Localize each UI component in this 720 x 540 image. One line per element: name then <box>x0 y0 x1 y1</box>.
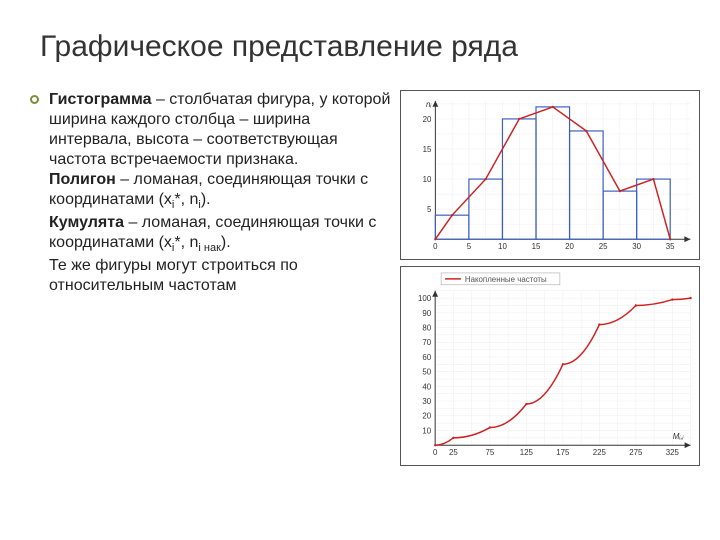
definition-item: Те же фигуры могут строиться по относите… <box>30 256 392 296</box>
svg-text:20: 20 <box>565 242 574 251</box>
cumulative-chart: Накопленные частоты 10 20 30 40 50 60 70 80 90 100… <box>400 266 700 466</box>
svg-text:35: 35 <box>666 242 675 251</box>
svg-text:30: 30 <box>632 242 641 251</box>
svg-text:5: 5 <box>427 205 432 214</box>
svg-text:175: 175 <box>556 448 570 457</box>
svg-text:15: 15 <box>532 242 541 251</box>
definition-text: Гистограмма – столбчатая фигура, у котор… <box>49 90 392 170</box>
svg-text:225: 225 <box>593 448 607 457</box>
svg-text:10: 10 <box>423 175 432 184</box>
svg-text:275: 275 <box>629 448 643 457</box>
svg-text:20: 20 <box>422 412 431 421</box>
svg-text:nᵢ: nᵢ <box>426 100 432 109</box>
definitions-column: Гистограмма – столбчатая фигура, у котор… <box>30 90 400 510</box>
page-title: Графическое представление ряда <box>40 30 700 64</box>
histogram-polygon-chart: 0 5 10 15 20 25 30 35 5 10 15 20 nᵢ <box>400 90 700 260</box>
svg-text:125: 125 <box>520 448 534 457</box>
svg-text:60: 60 <box>422 353 431 362</box>
svg-text:75: 75 <box>485 448 494 457</box>
definition-item: Полигон – ломаная, соединяющая точки с к… <box>30 170 392 213</box>
svg-text:70: 70 <box>422 338 431 347</box>
svg-text:25: 25 <box>449 448 458 457</box>
svg-text:Mᵢ,ᵢ: Mᵢ,ᵢ <box>673 432 685 441</box>
svg-text:0: 0 <box>433 448 438 457</box>
svg-text:10: 10 <box>422 426 431 435</box>
bullet-icon <box>30 95 39 104</box>
svg-text:Накопленные частоты: Накопленные частоты <box>465 275 547 284</box>
svg-text:0: 0 <box>433 242 438 251</box>
definition-text: Те же фигуры могут строиться по относите… <box>49 256 392 296</box>
svg-text:90: 90 <box>422 309 431 318</box>
definition-text: Полигон – ломаная, соединяющая точки с к… <box>49 170 392 213</box>
charts-column: 0 5 10 15 20 25 30 35 5 10 15 20 nᵢ Накопленные част… <box>400 90 700 510</box>
definition-item: Кумулята – ломаная, соединяющая точки с … <box>30 213 392 256</box>
svg-text:40: 40 <box>422 382 431 391</box>
svg-text:25: 25 <box>599 242 608 251</box>
svg-text:15: 15 <box>423 145 432 154</box>
definition-text: Кумулята – ломаная, соединяющая точки с … <box>49 213 392 256</box>
svg-text:20: 20 <box>423 115 432 124</box>
svg-text:50: 50 <box>422 368 431 377</box>
svg-text:325: 325 <box>666 448 680 457</box>
definition-item: Гистограмма – столбчатая фигура, у котор… <box>30 90 392 170</box>
svg-text:10: 10 <box>498 242 507 251</box>
svg-text:30: 30 <box>422 397 431 406</box>
content-row: Гистограмма – столбчатая фигура, у котор… <box>30 90 700 510</box>
svg-text:100: 100 <box>418 294 432 303</box>
svg-text:5: 5 <box>467 242 472 251</box>
svg-text:80: 80 <box>422 324 431 333</box>
